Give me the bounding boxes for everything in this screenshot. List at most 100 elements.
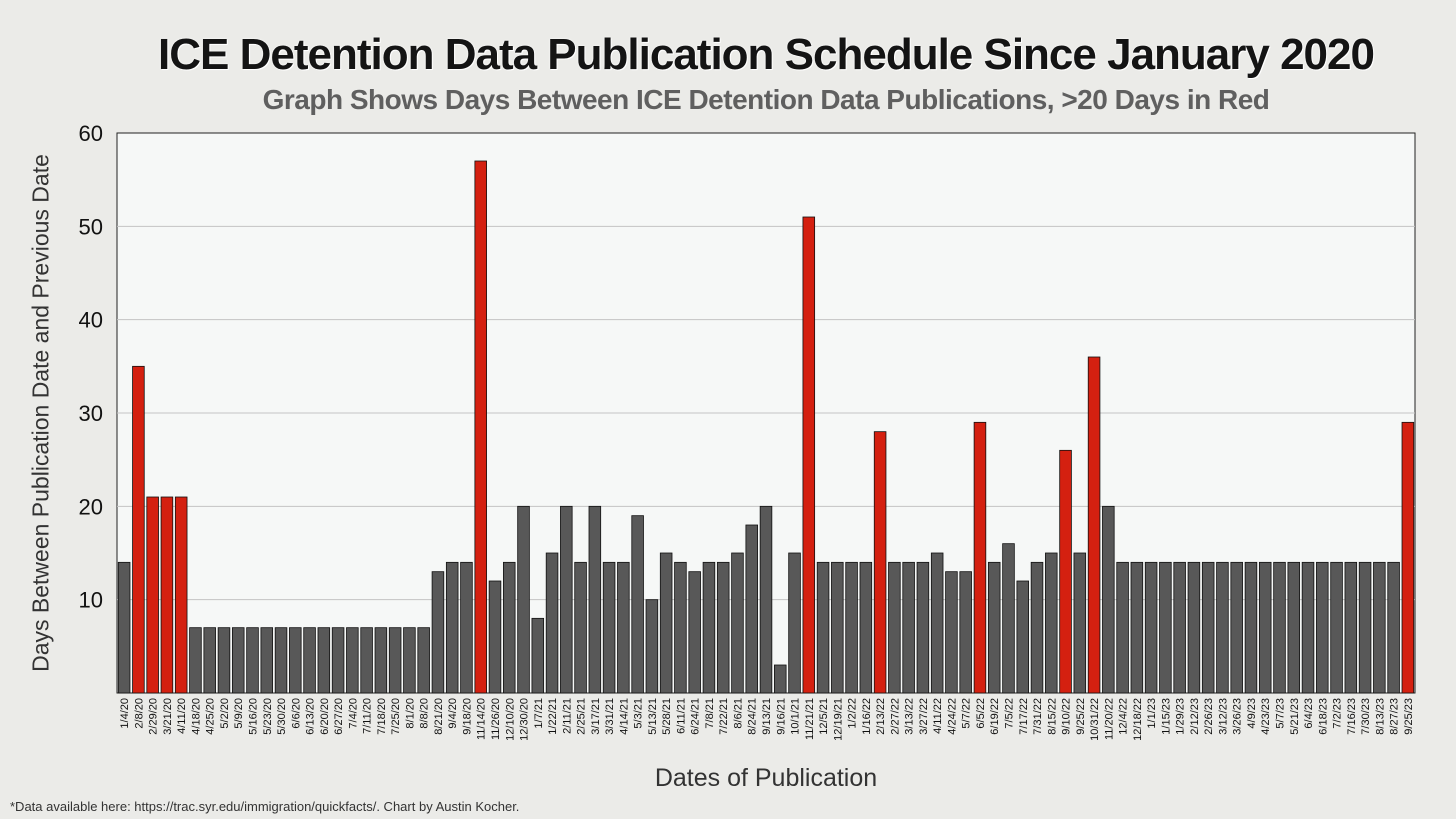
x-tick-label: 1/15/23 — [1160, 698, 1172, 735]
x-tick-label: 12/5/21 — [818, 698, 830, 735]
x-tick-label: 5/3/21 — [633, 698, 645, 729]
x-tick-label: 12/4/22 — [1118, 698, 1130, 735]
x-tick-label: 6/5/22 — [975, 698, 987, 729]
bar-1/2/22 — [845, 561, 858, 694]
bar-7/31/22 — [1030, 561, 1044, 694]
x-tick-label: 6/13/20 — [305, 698, 317, 735]
x-tick-label: 8/6/21 — [732, 698, 744, 729]
x-tick-label: 4/24/22 — [946, 698, 958, 735]
bar-5/3/21 — [631, 515, 644, 694]
bar-6/20/20 — [317, 627, 331, 694]
bar-5/23/20 — [260, 627, 274, 694]
bar-7/25/20 — [388, 627, 402, 694]
x-tick-label: 11/20/22 — [1103, 698, 1115, 740]
x-tick-label: 7/18/20 — [376, 698, 388, 735]
x-tick-label: 10/31/22 — [1089, 698, 1101, 741]
bar-5/16/20 — [246, 627, 259, 694]
bar-9/16/21 — [774, 664, 787, 694]
bar-9/10/22 — [1059, 449, 1072, 694]
bar-8/27/23 — [1387, 561, 1400, 694]
y-tick-label: 10 — [79, 588, 103, 613]
x-tick-label: 6/20/20 — [319, 698, 331, 735]
x-tick-label: 1/2/22 — [847, 698, 859, 729]
x-tick-label: 6/19/22 — [989, 698, 1001, 735]
x-tick-label: 5/9/20 — [233, 698, 245, 729]
bar-12/19/21 — [831, 561, 844, 694]
bar-9/25/22 — [1073, 552, 1087, 694]
bar-8/21/20 — [431, 571, 445, 694]
x-tick-label: 1/29/23 — [1175, 698, 1187, 735]
x-tick-label: 7/8/21 — [704, 698, 716, 729]
y-axis-label: Days Between Publication Date and Previo… — [27, 154, 54, 672]
bar-5/2/20 — [217, 627, 231, 694]
x-tick-label: 2/25/21 — [576, 698, 588, 735]
bar-7/16/23 — [1344, 561, 1358, 694]
x-tick-label: 7/4/20 — [347, 698, 359, 729]
bar-11/14/20 — [474, 160, 487, 694]
bar-6/24/21 — [688, 571, 701, 694]
x-tick-label: 8/24/21 — [747, 698, 759, 735]
bar-6/13/20 — [303, 627, 316, 694]
x-tick-label: 2/12/23 — [1189, 698, 1201, 735]
x-tick-label: 2/26/23 — [1203, 698, 1215, 735]
bar-7/17/22 — [1016, 580, 1030, 694]
bar-1/16/22 — [859, 561, 873, 694]
x-tick-label: 7/25/20 — [390, 698, 402, 735]
bar-2/25/21 — [574, 561, 587, 694]
bar-10/1/21 — [788, 552, 801, 694]
x-tick-label: 7/22/21 — [718, 698, 730, 735]
bar-8/13/23 — [1373, 561, 1386, 694]
bar-7/5/22 — [1002, 543, 1015, 694]
bar-5/21/23 — [1287, 561, 1301, 694]
y-tick-label: 20 — [79, 494, 103, 519]
x-tick-label: 11/14/20 — [476, 698, 488, 740]
bar-5/30/20 — [274, 627, 288, 694]
bar-1/22/21 — [545, 552, 559, 694]
x-tick-label: 1/22/21 — [547, 698, 559, 735]
x-tick-label: 8/21/20 — [433, 698, 445, 735]
x-tick-label: 6/6/20 — [290, 698, 302, 729]
bar-4/11/20 — [174, 496, 188, 694]
x-tick-label: 8/27/23 — [1389, 698, 1401, 735]
bar-2/11/21 — [560, 505, 573, 694]
x-tick-label: 9/16/21 — [775, 698, 787, 735]
bar-7/18/20 — [374, 627, 388, 694]
bar-8/24/21 — [745, 524, 758, 694]
x-tick-label: 8/15/22 — [1046, 698, 1058, 735]
x-tick-label: 3/13/22 — [904, 698, 916, 735]
x-tick-label: 1/7/21 — [533, 698, 545, 729]
bar-2/29/20 — [146, 496, 159, 694]
bar-7/30/23 — [1358, 561, 1372, 694]
y-tick-label: 30 — [79, 401, 103, 426]
bar-3/12/23 — [1216, 561, 1229, 694]
bar-11/20/22 — [1102, 505, 1115, 694]
bar-3/13/22 — [902, 561, 915, 694]
y-tick-label: 50 — [79, 214, 103, 239]
bar-12/30/20 — [517, 505, 530, 694]
x-tick-label: 9/25/22 — [1075, 698, 1087, 735]
x-tick-label: 9/25/23 — [1403, 698, 1415, 735]
bar-7/22/21 — [716, 561, 730, 694]
bar-3/17/21 — [588, 505, 602, 694]
bar-1/15/23 — [1159, 561, 1172, 694]
bar-4/14/21 — [617, 561, 630, 694]
y-tick-label: 60 — [79, 121, 103, 146]
bar-3/31/21 — [602, 561, 616, 694]
bar-8/1/20 — [403, 627, 416, 694]
x-tick-label: 3/31/21 — [604, 698, 616, 735]
x-tick-label: 4/18/20 — [190, 698, 202, 735]
x-tick-label: 7/30/23 — [1360, 698, 1372, 735]
x-tick-label: 5/2/20 — [219, 698, 231, 729]
bar-10/31/22 — [1087, 356, 1101, 694]
x-tick-label: 4/11/20 — [176, 698, 188, 734]
bar-6/6/20 — [289, 627, 302, 694]
bar-8/8/20 — [417, 627, 430, 694]
bar-1/1/23 — [1144, 561, 1158, 694]
y-axis-ticks: 10 20 30 40 50 60 — [79, 121, 103, 613]
x-tick-label: 5/23/20 — [262, 698, 274, 735]
bar-12/4/22 — [1116, 561, 1129, 694]
bar-4/24/22 — [945, 571, 958, 694]
bar-9/13/21 — [759, 505, 773, 694]
bar-9/4/20 — [445, 561, 459, 694]
